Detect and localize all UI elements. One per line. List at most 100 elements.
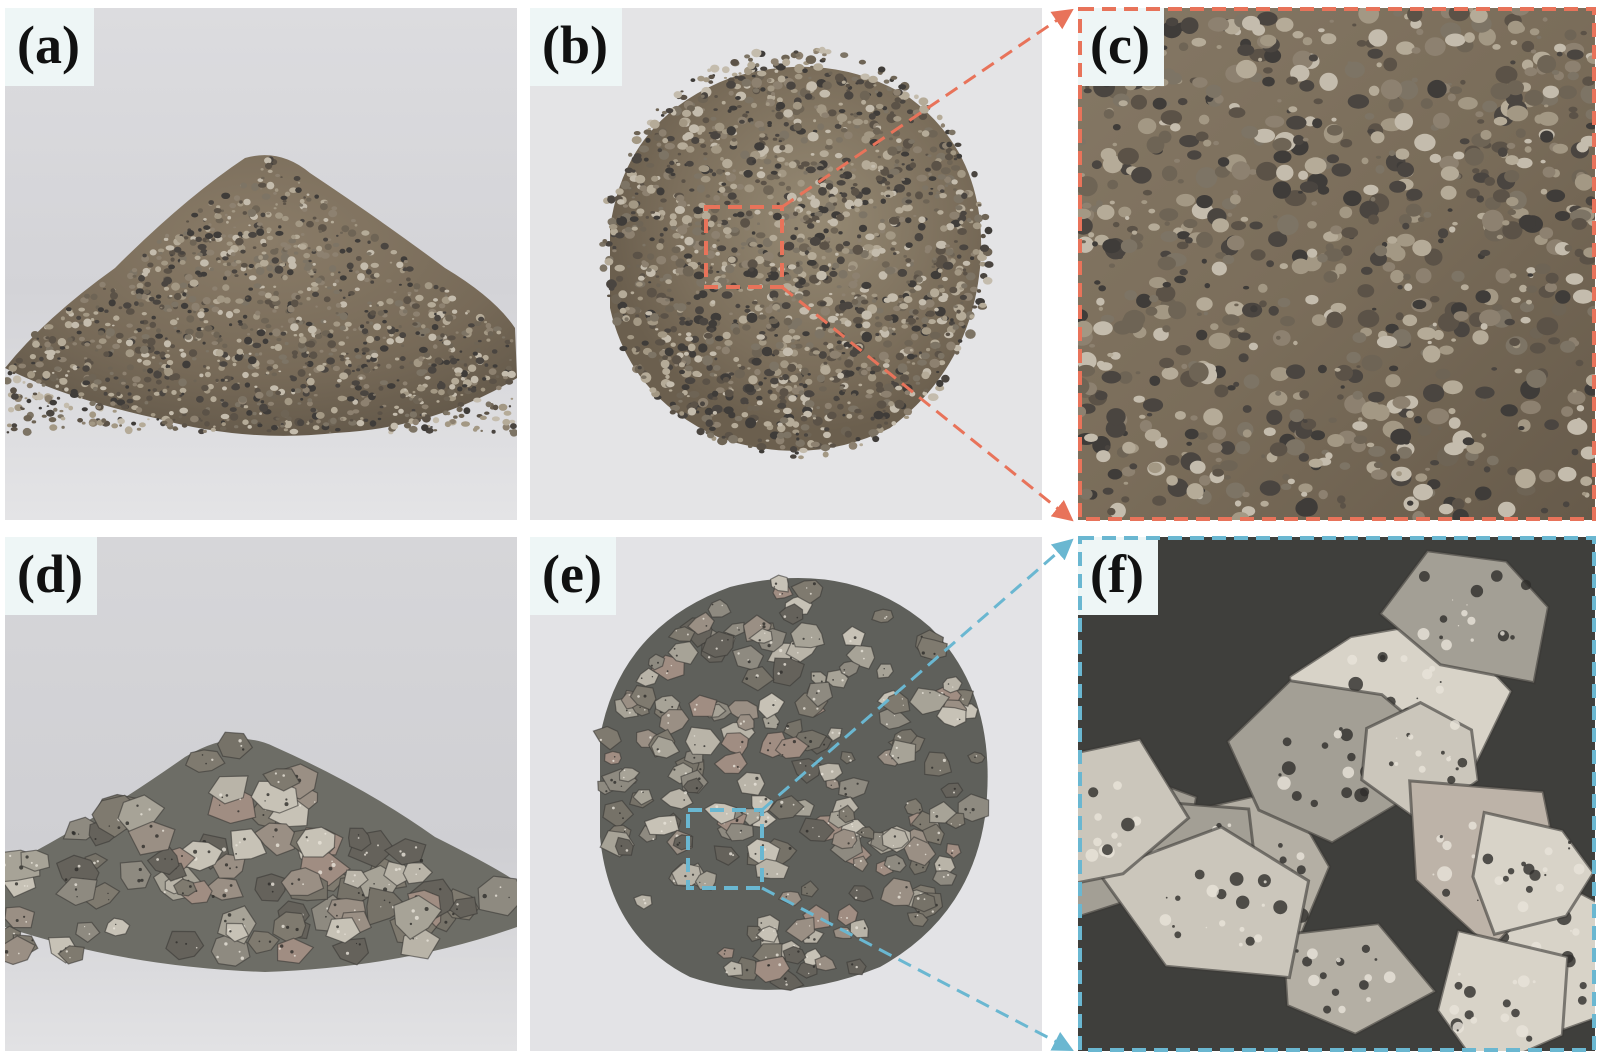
grain <box>1207 442 1223 453</box>
grain <box>1234 303 1239 307</box>
grain <box>1453 311 1469 321</box>
grain <box>1368 214 1379 225</box>
grain <box>234 274 239 277</box>
grain <box>215 217 224 224</box>
grain <box>893 89 901 96</box>
grain <box>1306 248 1318 258</box>
grain <box>116 391 121 397</box>
mineral-speckle <box>331 862 336 868</box>
grain <box>1515 468 1536 489</box>
grain <box>852 183 858 187</box>
mineral-speckle <box>759 800 763 803</box>
grain <box>1142 189 1153 196</box>
grain <box>727 192 737 200</box>
grain <box>420 333 425 337</box>
grain <box>919 105 929 114</box>
grain <box>1295 499 1315 517</box>
grain <box>236 338 242 343</box>
mineral-speckle <box>879 835 881 838</box>
grain <box>865 394 873 399</box>
grain <box>35 361 44 368</box>
grain <box>1272 137 1292 152</box>
grain <box>884 421 889 425</box>
grain <box>104 322 111 327</box>
grain <box>635 220 644 228</box>
grain <box>1196 231 1213 248</box>
grain <box>728 372 735 376</box>
grain <box>176 317 179 321</box>
grain <box>409 361 414 365</box>
grain <box>430 426 433 428</box>
grain <box>326 306 332 311</box>
grain <box>354 223 358 227</box>
grain <box>1287 478 1295 485</box>
mineral-speckle <box>959 824 961 826</box>
grain <box>834 320 842 325</box>
grain <box>1094 280 1101 285</box>
grain <box>851 187 860 196</box>
grain <box>730 183 738 190</box>
grain <box>690 401 698 409</box>
grain <box>828 196 838 203</box>
grain <box>148 296 155 302</box>
grain <box>415 294 424 302</box>
grain <box>275 390 281 396</box>
grain <box>836 285 842 289</box>
grain <box>200 259 209 267</box>
grain <box>404 413 410 418</box>
grain <box>1440 185 1457 200</box>
grain <box>439 380 443 383</box>
grain <box>164 337 168 340</box>
grain <box>1293 340 1298 346</box>
grain <box>1370 131 1385 144</box>
grain <box>1176 193 1196 207</box>
mineral-speckle <box>74 888 78 891</box>
grain <box>721 291 733 299</box>
grain <box>777 75 786 83</box>
grain <box>765 439 770 442</box>
grain <box>49 373 58 382</box>
rock <box>855 826 875 840</box>
grain <box>838 102 843 106</box>
grain <box>1146 412 1153 417</box>
grain <box>355 270 360 274</box>
mineral-speckle <box>837 814 839 816</box>
grain <box>252 246 257 250</box>
mineral-speckle <box>942 875 945 878</box>
grain <box>347 410 354 416</box>
grain <box>339 354 345 359</box>
grain <box>1417 327 1437 340</box>
grain <box>1540 159 1546 164</box>
grain <box>39 345 43 349</box>
grain <box>1095 390 1108 401</box>
grain <box>872 435 880 443</box>
grain <box>814 329 825 339</box>
grain <box>1277 99 1282 103</box>
grain <box>1181 363 1188 369</box>
grain <box>842 389 847 392</box>
mineral-speckle <box>698 777 701 780</box>
grain <box>133 330 138 334</box>
grain <box>631 136 642 145</box>
grain <box>138 275 145 282</box>
grain <box>90 293 98 300</box>
grain <box>790 234 797 241</box>
grain <box>854 207 860 213</box>
grain <box>744 96 754 104</box>
mineral-speckle <box>324 832 327 835</box>
mineral-speckle <box>924 853 927 856</box>
grain <box>1568 106 1578 113</box>
grain <box>903 415 910 419</box>
grain <box>807 373 811 376</box>
grain <box>1524 138 1532 144</box>
mineral-speckle <box>336 930 340 934</box>
grain <box>284 397 293 406</box>
grain <box>885 194 891 198</box>
mineral-speckle <box>181 855 183 857</box>
grain <box>1299 181 1319 193</box>
grain <box>906 280 911 284</box>
grain <box>824 427 830 432</box>
grain <box>141 334 150 340</box>
rock <box>643 814 680 836</box>
grain <box>97 330 105 336</box>
